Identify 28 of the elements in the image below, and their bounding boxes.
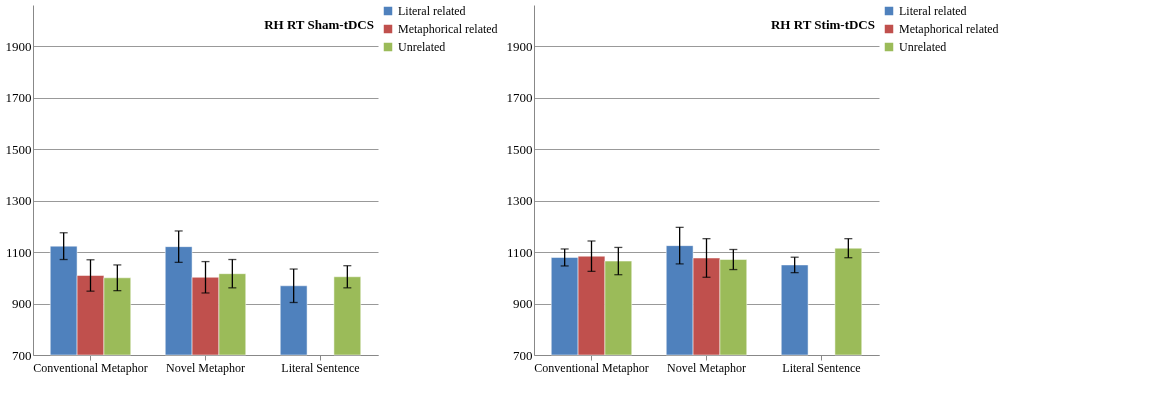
x-tick-label: Novel Metaphor	[667, 360, 746, 375]
y-tick-label: 1100	[506, 244, 533, 260]
y-tick-label: 900	[12, 296, 32, 312]
legend-label: Metaphorical related	[899, 22, 999, 36]
legend-label: Metaphorical related	[398, 22, 498, 36]
y-tick-label: 1700	[5, 90, 32, 106]
legend-label: Literal related	[398, 4, 466, 18]
y-tick-label: 1100	[5, 244, 32, 260]
legend-label: Literal related	[899, 4, 967, 18]
text: RH RT Sham-tDCS	[264, 17, 374, 32]
y-tick-label: 700	[513, 347, 533, 363]
y-tick-label: 1900	[506, 38, 533, 54]
x-tick-label: Novel Metaphor	[166, 360, 245, 375]
y-tick-label: 1700	[506, 90, 533, 106]
text: RH RT Stim-tDCS	[770, 17, 875, 32]
x-tick-label: Conventional Metaphor	[534, 360, 649, 375]
legend-label: Unrelated	[899, 40, 947, 54]
x-tick-label: Conventional Metaphor	[33, 360, 148, 375]
y-tick-label: 1500	[506, 141, 533, 157]
y-tick-label: 1300	[5, 193, 32, 209]
legend-label: Unrelated	[398, 40, 446, 54]
y-tick-label: 700	[12, 347, 32, 363]
x-tick-label: Literal Sentence	[782, 360, 861, 375]
y-tick-label: 1300	[506, 193, 533, 209]
y-tick-label: 900	[513, 296, 533, 312]
y-tick-label: 1500	[5, 141, 32, 157]
y-tick-label: 1900	[5, 38, 32, 54]
x-tick-label: Literal Sentence	[281, 360, 360, 375]
